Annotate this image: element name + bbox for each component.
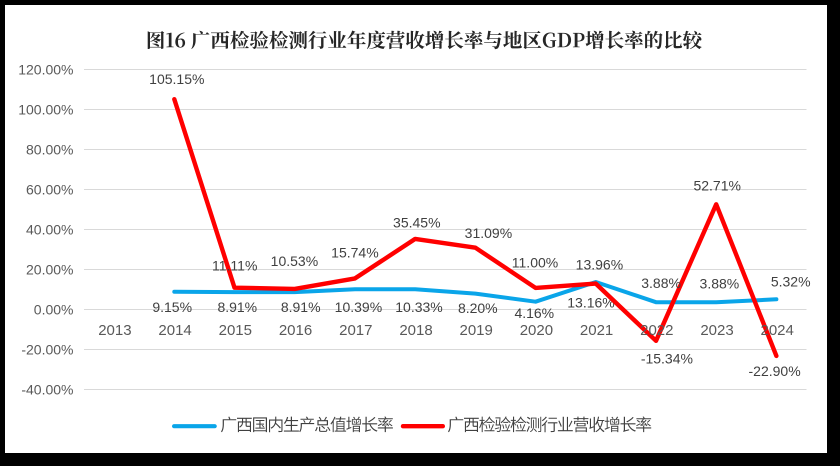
svg-text:-20.00%: -20.00% [21, 342, 73, 358]
svg-text:3.88%: 3.88% [641, 275, 681, 291]
svg-text:60.00%: 60.00% [26, 182, 73, 198]
svg-text:2024: 2024 [761, 322, 794, 339]
svg-text:0.00%: 0.00% [34, 302, 74, 318]
svg-text:2022: 2022 [640, 322, 673, 339]
svg-text:31.09%: 31.09% [465, 225, 512, 241]
svg-text:100.00%: 100.00% [18, 102, 73, 118]
svg-text:15.74%: 15.74% [331, 245, 378, 261]
svg-text:2018: 2018 [399, 322, 432, 339]
svg-text:3.88%: 3.88% [700, 275, 740, 291]
svg-text:8.91%: 8.91% [281, 299, 321, 315]
svg-text:-40.00%: -40.00% [21, 382, 73, 398]
svg-text:52.71%: 52.71% [693, 177, 740, 193]
svg-text:8.91%: 8.91% [217, 299, 257, 315]
svg-text:2019: 2019 [460, 322, 493, 339]
svg-text:2014: 2014 [158, 322, 191, 339]
svg-text:2016: 2016 [279, 322, 312, 339]
svg-text:10.53%: 10.53% [271, 253, 318, 269]
svg-text:11.11%: 11.11% [212, 258, 257, 274]
svg-text:-22.90%: -22.90% [749, 363, 801, 379]
svg-text:9.15%: 9.15% [152, 299, 192, 315]
svg-text:5.32%: 5.32% [771, 274, 811, 290]
svg-text:2021: 2021 [580, 322, 613, 339]
svg-text:2023: 2023 [700, 322, 733, 339]
svg-text:11.00%: 11.00% [512, 254, 558, 270]
svg-text:105.15%: 105.15% [149, 71, 204, 87]
svg-text:80.00%: 80.00% [26, 142, 73, 158]
svg-text:-15.34%: -15.34% [641, 350, 693, 366]
svg-text:2013: 2013 [98, 322, 131, 339]
svg-text:13.16%: 13.16% [567, 294, 614, 310]
svg-text:2015: 2015 [219, 322, 252, 339]
svg-text:4.16%: 4.16% [514, 305, 554, 321]
svg-text:40.00%: 40.00% [26, 222, 73, 238]
svg-text:2020: 2020 [520, 322, 553, 339]
svg-text:10.33%: 10.33% [395, 299, 442, 315]
svg-text:35.45%: 35.45% [393, 214, 440, 230]
svg-text:120.00%: 120.00% [18, 62, 73, 78]
svg-text:2017: 2017 [339, 322, 372, 339]
svg-text:20.00%: 20.00% [26, 262, 73, 278]
svg-text:8.20%: 8.20% [458, 300, 498, 316]
svg-text:13.96%: 13.96% [576, 256, 623, 272]
svg-text:10.39%: 10.39% [335, 299, 382, 315]
